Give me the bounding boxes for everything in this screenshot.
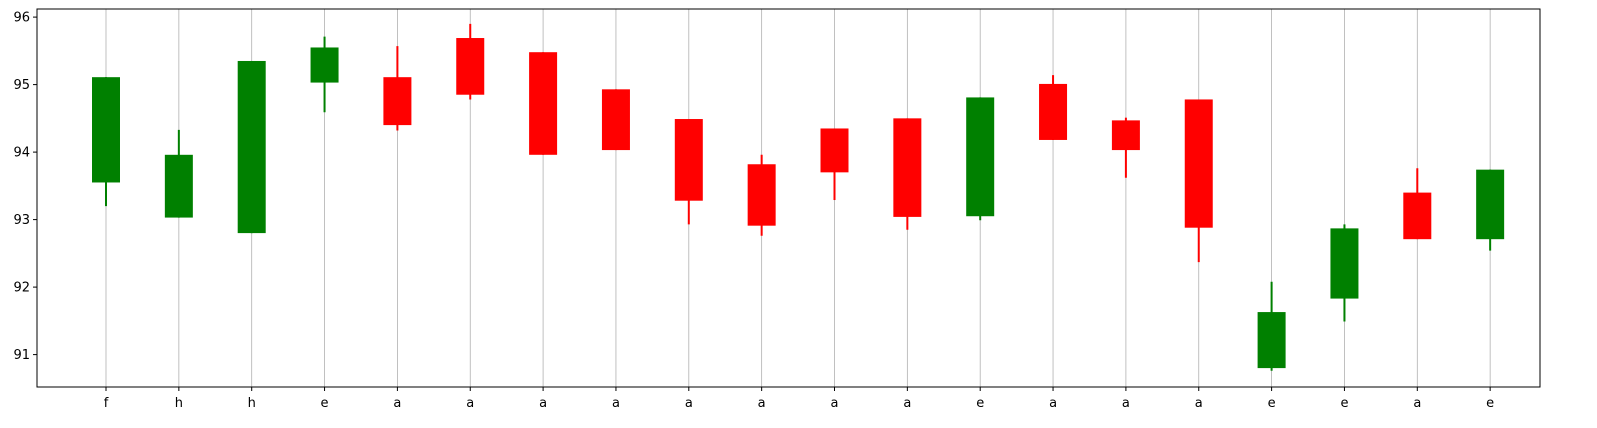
candle-body (1403, 192, 1432, 240)
y-tick-label: 93 (13, 213, 30, 228)
candle-body (456, 38, 485, 95)
candle-body (1330, 228, 1359, 299)
x-tick-label: e (321, 396, 329, 411)
candle (1184, 99, 1213, 263)
candle-body (966, 97, 995, 217)
candle (1111, 117, 1140, 178)
x-tick-label: a (539, 396, 547, 411)
y-axis: 91 92 93 94 95 96 (13, 11, 37, 363)
candle-body (674, 119, 703, 201)
candle-body (92, 77, 120, 183)
x-tick-label: a (393, 396, 401, 411)
x-tick-label: a (758, 396, 766, 411)
candle-body (1111, 120, 1140, 151)
x-tick-label: a (903, 396, 911, 411)
x-tick-label: e (1340, 396, 1348, 411)
candle (1403, 168, 1432, 240)
candle (893, 118, 922, 230)
candle (1476, 169, 1505, 251)
x-tick-label: a (1195, 396, 1203, 411)
candle (383, 46, 412, 131)
candle-body (1184, 99, 1213, 228)
candle-body (893, 118, 922, 217)
x-tick-label: h (248, 396, 256, 411)
candle (747, 154, 776, 236)
candle-body (1476, 169, 1505, 240)
candle (164, 129, 193, 218)
candle-body (820, 128, 849, 173)
x-tick-label: a (1122, 396, 1130, 411)
x-tick-label: a (685, 396, 693, 411)
candle-body (1039, 83, 1068, 140)
candle (966, 97, 995, 221)
candle-body (747, 164, 776, 226)
candle (237, 60, 266, 234)
y-tick-label: 92 (13, 281, 30, 296)
x-tick-label: h (175, 396, 183, 411)
y-tick-label: 91 (13, 348, 30, 363)
candle (601, 89, 630, 151)
x-tick-label: a (1049, 396, 1057, 411)
candle (1257, 281, 1286, 371)
candle-body (237, 60, 266, 234)
candle-body (601, 89, 630, 151)
candle (1039, 75, 1068, 140)
candle (1330, 224, 1359, 322)
y-tick-label: 96 (13, 11, 30, 26)
candle-body (1257, 312, 1286, 369)
x-tick-label: e (1486, 396, 1494, 411)
candle-body (310, 47, 339, 83)
candle (674, 119, 703, 225)
plot-area-frame (36, 8, 1541, 388)
candle (92, 77, 120, 207)
y-tick-label: 95 (13, 78, 30, 93)
candles (92, 23, 1505, 371)
candle-body (529, 52, 558, 155)
candle (820, 128, 849, 201)
x-tick-label: a (466, 396, 474, 411)
x-tick-label: a (831, 396, 839, 411)
x-tick-label: a (1413, 396, 1421, 411)
candle (310, 36, 339, 113)
candle-body (383, 77, 412, 126)
candle (456, 23, 485, 100)
x-tick-label: a (612, 396, 620, 411)
y-tick-label: 94 (13, 146, 30, 161)
x-tick-label: f (104, 396, 109, 411)
x-tick-label: e (1268, 396, 1276, 411)
x-tick-label: e (976, 396, 984, 411)
candle-body (164, 154, 193, 218)
candle (529, 52, 558, 155)
